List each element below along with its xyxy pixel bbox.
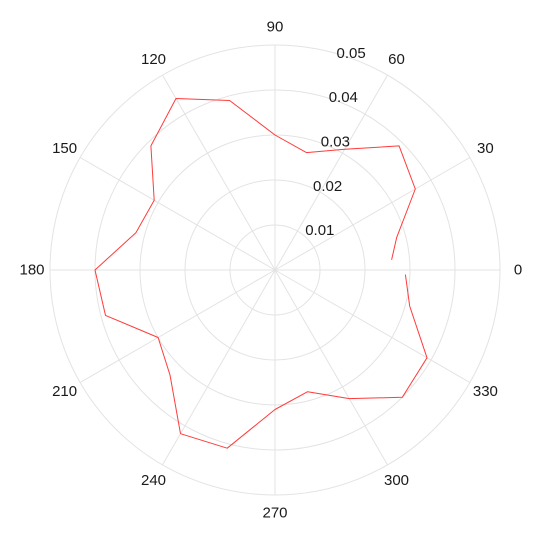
series-line-1 xyxy=(94,98,428,449)
label-layer: 0 30 60 90 120 150 180 210 240 270 300 330 0.01 0.02 0… xyxy=(19,19,522,522)
angle-tick-label-210: 210 xyxy=(52,383,77,400)
polar-grid xyxy=(49,44,501,496)
grid-spoke-300 xyxy=(274,269,388,466)
angle-tick-label-270: 270 xyxy=(262,505,287,522)
grid-spoke-30 xyxy=(274,157,471,271)
angle-tick-label-330: 330 xyxy=(473,383,498,400)
grid-spoke-210 xyxy=(79,269,276,383)
radial-tick-label-3: 0.03 xyxy=(321,134,350,151)
data-layer xyxy=(94,98,428,449)
grid-spoke-120 xyxy=(162,74,276,271)
angle-tick-label-240: 240 xyxy=(141,472,166,489)
grid-spoke-60 xyxy=(274,74,388,271)
radial-tick-label-1: 0.01 xyxy=(305,222,334,239)
angle-tick-label-0: 0 xyxy=(514,262,522,279)
angle-tick-label-180: 180 xyxy=(19,262,44,279)
radial-tick-label-2: 0.02 xyxy=(313,178,342,195)
angle-tick-label-30: 30 xyxy=(477,140,494,157)
angle-tick-label-90: 90 xyxy=(267,19,284,36)
angle-tick-label-150: 150 xyxy=(52,140,77,157)
radial-tick-label-4: 0.04 xyxy=(329,89,358,106)
angle-tick-label-120: 120 xyxy=(141,51,166,68)
radial-tick-label-5: 0.05 xyxy=(336,45,365,62)
angle-tick-label-300: 300 xyxy=(384,472,409,489)
angle-tick-label-60: 60 xyxy=(388,51,405,68)
grid-spoke-150 xyxy=(79,157,276,271)
grid-spoke-240 xyxy=(162,269,276,466)
grid-spoke-330 xyxy=(274,269,471,383)
